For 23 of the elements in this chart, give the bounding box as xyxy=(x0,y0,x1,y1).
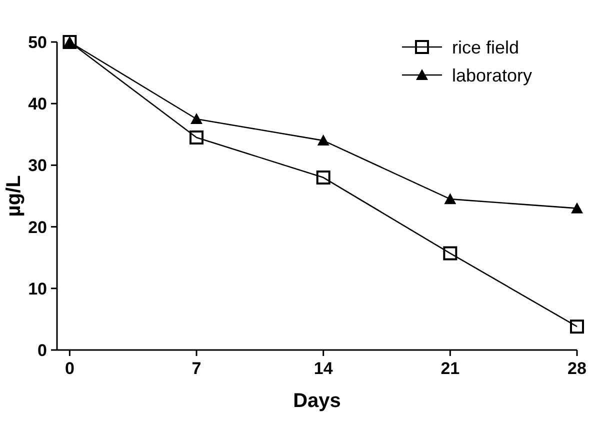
y-tick-label: 0 xyxy=(38,340,47,360)
point xyxy=(443,246,458,260)
point xyxy=(571,202,583,214)
point xyxy=(316,170,330,185)
x-tick-label: 7 xyxy=(192,359,202,378)
x-tick-label: 28 xyxy=(568,359,586,378)
x-tick-label: 0 xyxy=(64,359,74,378)
point xyxy=(317,134,330,146)
y-tick-label: 30 xyxy=(28,156,47,176)
legend-label: rice field xyxy=(452,37,520,58)
y-tick-label: 50 xyxy=(28,32,47,52)
point xyxy=(444,193,456,204)
point xyxy=(190,130,204,144)
x-axis-title: Days xyxy=(293,390,341,412)
point xyxy=(190,113,203,124)
y-axis-title: µg/L xyxy=(3,175,25,217)
y-tick-label: 10 xyxy=(28,279,47,298)
x-tick-label: 14 xyxy=(314,359,334,378)
legend-label: laboratory xyxy=(452,65,532,86)
point xyxy=(570,320,584,334)
x-tick-label: 21 xyxy=(440,359,460,378)
y-tick-label: 20 xyxy=(28,218,47,237)
y-tick-label: 40 xyxy=(28,94,47,114)
